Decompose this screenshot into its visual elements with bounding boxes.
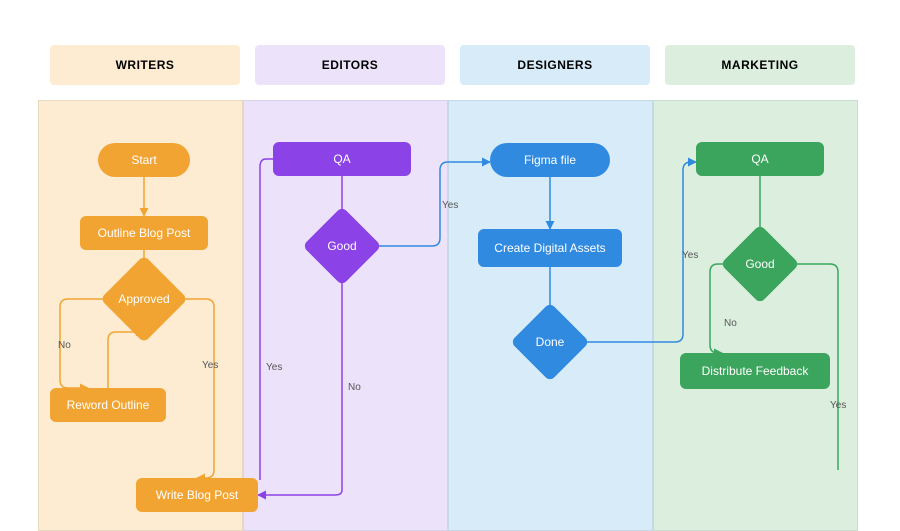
node-dist[interactable]: Distribute Feedback bbox=[680, 353, 830, 389]
lane-header-writers: WRITERS bbox=[50, 45, 240, 85]
node-reword[interactable]: Reword Outline bbox=[50, 388, 166, 422]
lane-header-designers: DESIGNERS bbox=[460, 45, 650, 85]
node-qa1[interactable]: QA bbox=[273, 142, 411, 176]
edge-label-e7: No bbox=[346, 382, 363, 393]
node-label: Done bbox=[522, 314, 578, 370]
edge-label-e8: Yes bbox=[264, 362, 284, 373]
node-label: Good bbox=[314, 218, 370, 274]
edge-label-e9: Yes bbox=[440, 200, 460, 211]
flowchart-canvas: WRITERS EDITORS DESIGNERS MARKETING Star… bbox=[0, 0, 900, 531]
node-approved[interactable]: Approved bbox=[113, 268, 175, 330]
edge-label-e3: No bbox=[56, 340, 73, 351]
lane-header-marketing: MARKETING bbox=[665, 45, 855, 85]
node-assets[interactable]: Create Digital Assets bbox=[478, 229, 622, 267]
node-done[interactable]: Done bbox=[522, 314, 578, 370]
node-outline[interactable]: Outline Blog Post bbox=[80, 216, 208, 250]
edge-label-e15: Yes bbox=[828, 400, 848, 411]
edge-label-e12: Yes bbox=[680, 250, 700, 261]
node-good1[interactable]: Good bbox=[314, 218, 370, 274]
node-good2[interactable]: Good bbox=[732, 236, 788, 292]
node-figma[interactable]: Figma file bbox=[490, 143, 610, 177]
node-label: Approved bbox=[113, 268, 175, 330]
lane-header-editors: EDITORS bbox=[255, 45, 445, 85]
edge-label-e5: Yes bbox=[200, 360, 220, 371]
node-qa2[interactable]: QA bbox=[696, 142, 824, 176]
node-label: Good bbox=[732, 236, 788, 292]
node-write[interactable]: Write Blog Post bbox=[136, 478, 258, 512]
edge-label-e14: No bbox=[722, 318, 739, 329]
node-start[interactable]: Start bbox=[98, 143, 190, 177]
